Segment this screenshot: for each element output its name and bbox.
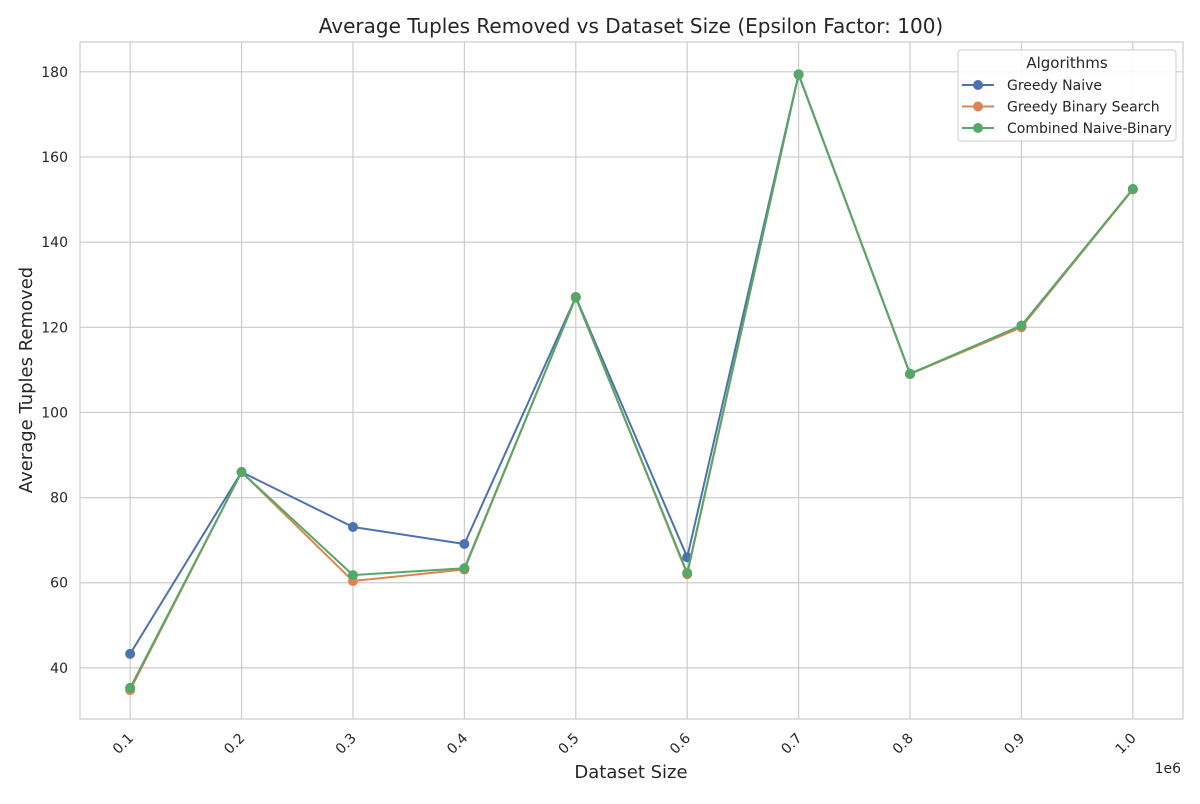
data-point [570, 292, 581, 303]
data-point [125, 648, 136, 659]
data-point [459, 539, 470, 550]
series-line [129, 73, 1134, 655]
chart-title: Average Tuples Removed vs Dataset Size (… [319, 14, 943, 38]
legend: Algorithms Greedy Naive Greedy Binary Sea… [957, 49, 1177, 142]
y-tick-label: 140 [41, 235, 68, 251]
x-tick-label: 0.9 [1001, 731, 1028, 758]
y-tick-label: 60 [50, 576, 68, 592]
series-1 [125, 69, 1138, 659]
y-tick-label: 100 [41, 405, 68, 421]
series-2 [125, 69, 1138, 696]
x-tick-label: 0.2 [221, 731, 248, 758]
data-point [1016, 320, 1027, 331]
data-point [793, 69, 804, 80]
y-tick-label: 40 [50, 661, 68, 677]
data-point [347, 570, 358, 581]
y-tick-label: 80 [50, 491, 68, 507]
series-line [129, 73, 1134, 689]
legend-marker [973, 101, 983, 112]
data-point [236, 467, 247, 478]
series-3 [125, 69, 1138, 693]
y-axis-label: Average Tuples Removed [16, 267, 37, 493]
legend-item: Greedy Naive [962, 78, 1102, 94]
legend-label: Greedy Binary Search [1007, 100, 1160, 116]
x-offset-label: 1e6 [1155, 761, 1182, 777]
x-tick-label: 0.5 [556, 731, 583, 758]
x-tick-label: 0.1 [110, 731, 137, 758]
legend-box [957, 49, 1177, 142]
legend-title: Algorithms [1026, 54, 1107, 72]
x-tick-label: 0.4 [444, 730, 471, 757]
legend-label: Greedy Naive [1007, 78, 1102, 94]
legend-marker [973, 80, 983, 90]
y-tick-label: 180 [41, 65, 68, 81]
data-point [459, 563, 470, 574]
data-point [347, 521, 358, 532]
x-tick-label: 0.7 [778, 731, 805, 758]
legend-label: Combined Naive-Binary [1007, 121, 1172, 137]
series-line [129, 73, 1134, 691]
data-point [682, 567, 693, 578]
x-tick-label: 0.3 [333, 731, 360, 758]
y-tick-label: 160 [41, 150, 68, 166]
legend-item: Greedy Binary Search [962, 100, 1160, 116]
x-tick-label: 0.8 [890, 731, 917, 758]
x-tick-label: 0.6 [667, 730, 694, 757]
legend-marker [973, 123, 983, 133]
y-tick-label: 120 [41, 320, 68, 336]
x-axis-label: Dataset Size [574, 762, 687, 783]
data-point [1127, 183, 1138, 194]
x-tick-label: 1.0 [1113, 731, 1140, 758]
legend-item: Combined Naive-Binary [962, 121, 1172, 137]
data-point [905, 368, 916, 379]
plot-frame [79, 41, 1184, 720]
data-point [125, 682, 136, 693]
